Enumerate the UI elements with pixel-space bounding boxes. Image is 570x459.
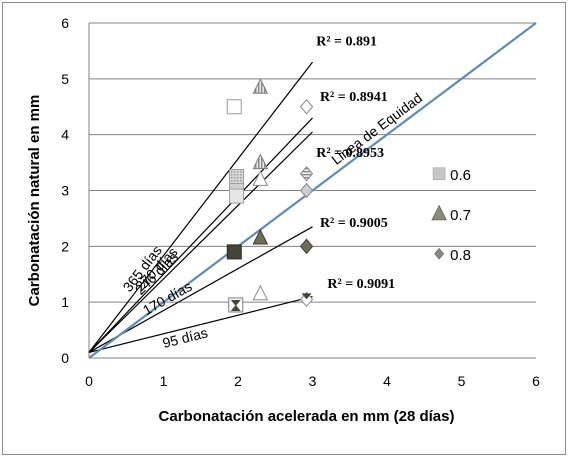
legend-label: 0.8 (450, 247, 471, 264)
x-tick-label: 6 (532, 373, 540, 389)
r-squared-label: R² = 0.9091 (327, 277, 395, 292)
r-squared-label: R² = 0.9005 (320, 216, 388, 231)
diamond-marker (299, 98, 314, 115)
diamond-marker (299, 238, 314, 255)
x-tick-label: 2 (234, 373, 242, 389)
trend-line (88, 226, 313, 353)
y-tick-label: 3 (61, 183, 69, 199)
x-axis-title: Carbonatación acelerada en mm (28 días) (159, 408, 455, 425)
y-tick-label: 0 (61, 350, 69, 366)
r-squared-label: R² = 0.8941 (320, 90, 388, 105)
scatter-chart: 0 1 2 3 4 5 6 0 1 2 3 4 5 6 Carbonatación acelerada en… (26, 15, 540, 425)
trend-line (88, 131, 313, 353)
diamond-marker (299, 182, 314, 199)
triangle-marker (252, 228, 269, 245)
square-marker-overlay (230, 299, 241, 306)
r-squared-label: R² = 0.8953 (316, 146, 384, 161)
axes: 0 1 2 3 4 5 6 0 1 2 3 4 5 6 Carbonatación acelerada en… (26, 15, 540, 425)
trend-line (88, 117, 313, 353)
legend-marker-square (432, 167, 446, 181)
trend-line (88, 61, 313, 353)
r-squared-label: R² = 0.891 (316, 34, 377, 49)
diamond-marker (299, 165, 314, 182)
y-tick-label: 6 (61, 15, 69, 31)
trend-line (88, 296, 313, 353)
square-marker-overlay (230, 304, 241, 311)
x-tick-label: 4 (383, 373, 391, 389)
data-points (226, 78, 314, 313)
x-tick-label: 5 (458, 373, 466, 389)
triangle-marker (252, 170, 269, 186)
x-tick-label: 0 (85, 373, 93, 389)
chart-frame: 0 1 2 3 4 5 6 0 1 2 3 4 5 6 Carbonatación acelerada en… (2, 2, 566, 455)
square-marker (229, 188, 245, 204)
legend-label: 0.7 (450, 207, 471, 224)
triangle-marker (252, 284, 269, 301)
triangle-marker (252, 153, 269, 170)
square-marker (226, 99, 242, 115)
x-tick-label: 3 (309, 373, 317, 389)
y-tick-label: 4 (61, 127, 69, 143)
x-tick-label: 1 (160, 373, 168, 389)
legend-marker-triangle (431, 204, 447, 221)
y-axis-title: Carbonatación natural en mm (26, 95, 43, 307)
y-tick-label: 2 (61, 238, 69, 254)
legend-marker-diamond (434, 247, 445, 260)
square-marker (229, 169, 245, 185)
square-marker (226, 244, 242, 260)
diamond-marker-overlay (301, 293, 312, 300)
y-tick-label: 1 (61, 294, 69, 310)
y-tick-label: 5 (61, 71, 69, 87)
triangle-marker (252, 78, 269, 94)
legend-label: 0.6 (450, 167, 471, 184)
legend: 0.6 0.7 0.8 (431, 167, 471, 264)
